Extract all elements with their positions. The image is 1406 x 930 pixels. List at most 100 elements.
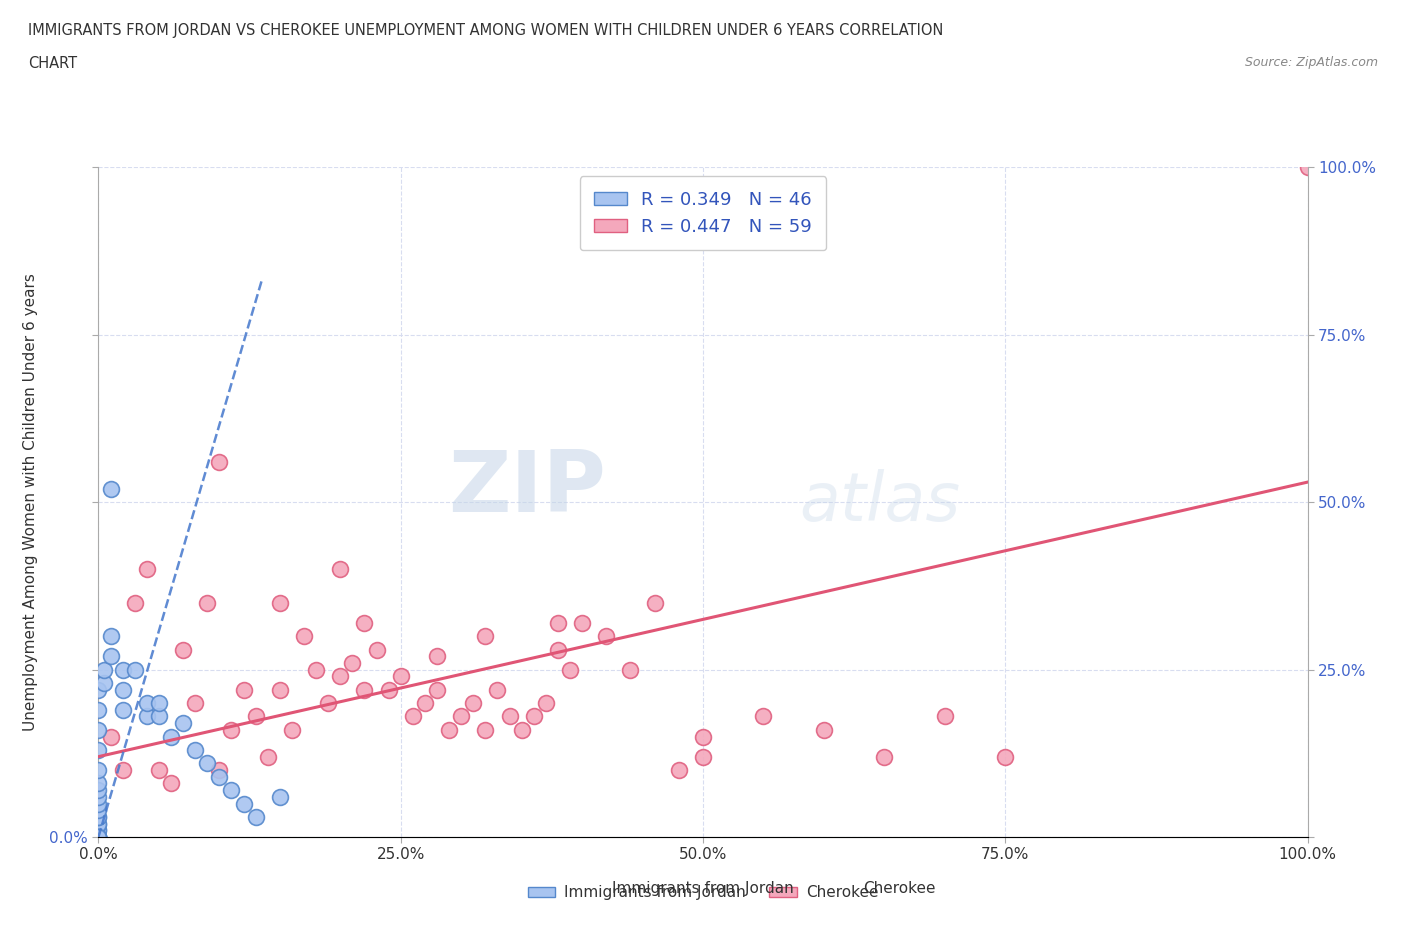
Point bbox=[135, 709, 157, 724]
Point bbox=[692, 750, 714, 764]
Point bbox=[281, 723, 304, 737]
Point bbox=[1296, 160, 1319, 175]
Point bbox=[100, 649, 122, 664]
Text: ZIP: ZIP bbox=[449, 447, 606, 530]
Point bbox=[450, 709, 472, 724]
Point bbox=[571, 616, 593, 631]
Point bbox=[558, 662, 581, 677]
Point bbox=[87, 823, 110, 838]
Point bbox=[934, 709, 956, 724]
Point bbox=[124, 662, 146, 677]
Point bbox=[87, 817, 110, 831]
Point bbox=[172, 716, 194, 731]
Point bbox=[402, 709, 425, 724]
Point bbox=[619, 662, 641, 677]
Point bbox=[87, 742, 110, 757]
Point bbox=[547, 642, 569, 657]
Point bbox=[87, 830, 110, 844]
Legend: Immigrants from Jordan, Cherokee: Immigrants from Jordan, Cherokee bbox=[522, 879, 884, 907]
Point bbox=[232, 683, 254, 698]
Point bbox=[329, 669, 352, 684]
Point bbox=[87, 830, 110, 844]
Point bbox=[87, 809, 110, 824]
Point bbox=[463, 696, 485, 711]
Point bbox=[668, 763, 690, 777]
Point bbox=[87, 830, 110, 844]
Point bbox=[148, 696, 170, 711]
Point bbox=[221, 723, 243, 737]
Point bbox=[111, 683, 134, 698]
Point bbox=[413, 696, 436, 711]
Point bbox=[87, 723, 110, 737]
Point bbox=[87, 763, 110, 777]
Point bbox=[498, 709, 520, 724]
Point bbox=[208, 455, 231, 470]
Point bbox=[256, 750, 278, 764]
Point bbox=[87, 830, 110, 844]
Point bbox=[426, 683, 449, 698]
Point bbox=[269, 683, 291, 698]
Point bbox=[353, 683, 375, 698]
Point bbox=[377, 683, 399, 698]
Point bbox=[87, 783, 110, 798]
Point bbox=[474, 629, 496, 644]
Point bbox=[87, 830, 110, 844]
Point bbox=[135, 562, 157, 577]
Point bbox=[111, 702, 134, 717]
Point bbox=[547, 616, 569, 631]
Point bbox=[692, 729, 714, 744]
Point bbox=[100, 482, 122, 497]
Point bbox=[366, 642, 388, 657]
Point bbox=[523, 709, 546, 724]
Point bbox=[111, 662, 134, 677]
Point bbox=[269, 790, 291, 804]
Point bbox=[87, 796, 110, 811]
Point bbox=[305, 662, 328, 677]
Point bbox=[135, 696, 157, 711]
Point bbox=[474, 723, 496, 737]
Point bbox=[100, 629, 122, 644]
Point bbox=[437, 723, 460, 737]
Point bbox=[87, 830, 110, 844]
Point bbox=[329, 562, 352, 577]
Point bbox=[87, 830, 110, 844]
Point bbox=[353, 616, 375, 631]
Text: IMMIGRANTS FROM JORDAN VS CHEROKEE UNEMPLOYMENT AMONG WOMEN WITH CHILDREN UNDER : IMMIGRANTS FROM JORDAN VS CHEROKEE UNEMP… bbox=[28, 23, 943, 38]
Point bbox=[813, 723, 835, 737]
Text: atlas: atlas bbox=[800, 470, 960, 535]
Point bbox=[342, 656, 364, 671]
Point bbox=[160, 776, 183, 790]
Point bbox=[292, 629, 315, 644]
Point bbox=[486, 683, 509, 698]
Point bbox=[221, 783, 243, 798]
Point bbox=[994, 750, 1017, 764]
Point bbox=[873, 750, 896, 764]
Point bbox=[87, 809, 110, 824]
Point bbox=[184, 696, 207, 711]
Point bbox=[269, 595, 291, 610]
Point bbox=[111, 763, 134, 777]
Point bbox=[160, 729, 183, 744]
Text: Immigrants from Jordan: Immigrants from Jordan bbox=[612, 881, 794, 896]
Point bbox=[232, 796, 254, 811]
Point bbox=[510, 723, 533, 737]
Point bbox=[100, 729, 122, 744]
Text: Source: ZipAtlas.com: Source: ZipAtlas.com bbox=[1244, 56, 1378, 69]
Point bbox=[595, 629, 617, 644]
Point bbox=[208, 763, 231, 777]
Point bbox=[87, 830, 110, 844]
Point bbox=[534, 696, 557, 711]
Point bbox=[184, 742, 207, 757]
Point bbox=[87, 817, 110, 831]
Point bbox=[124, 595, 146, 610]
Text: CHART: CHART bbox=[28, 56, 77, 71]
Point bbox=[245, 709, 267, 724]
Point bbox=[752, 709, 775, 724]
Point bbox=[195, 756, 218, 771]
Legend: R = 0.349   N = 46, R = 0.447   N = 59: R = 0.349 N = 46, R = 0.447 N = 59 bbox=[579, 177, 827, 250]
Text: Cherokee: Cherokee bbox=[863, 881, 936, 896]
Point bbox=[93, 662, 115, 677]
Point bbox=[87, 683, 110, 698]
Point bbox=[644, 595, 666, 610]
Point bbox=[245, 809, 267, 824]
